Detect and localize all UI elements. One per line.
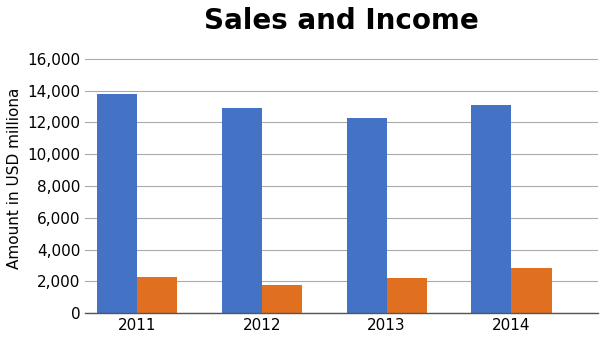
Title: Sales and Income: Sales and Income [204, 7, 479, 35]
Bar [387, 278, 427, 313]
Bar [222, 108, 262, 313]
Bar [262, 285, 302, 313]
Y-axis label: Amount in USD milliona: Amount in USD milliona [7, 87, 22, 269]
Bar [471, 105, 511, 313]
Bar [511, 268, 552, 313]
Bar [97, 94, 137, 313]
Bar [137, 277, 177, 313]
Bar [347, 118, 387, 313]
